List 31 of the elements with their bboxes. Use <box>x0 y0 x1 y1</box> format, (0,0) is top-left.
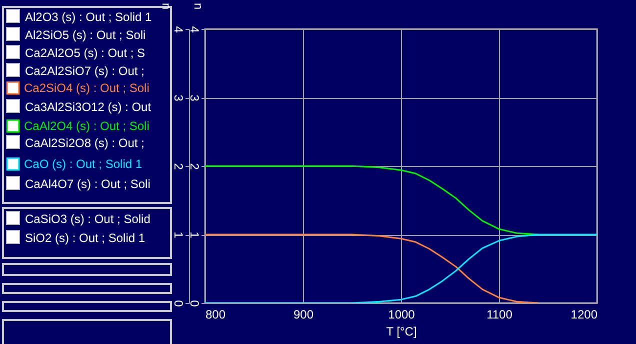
y-tick-label: 4 <box>172 26 186 34</box>
text: CaAl2Si2O8 (s) : Out ; <box>24 135 144 151</box>
y2-tick-label: 2 <box>188 163 202 170</box>
y-tick-label: 2 <box>172 163 186 170</box>
y2-tick-label: 4 <box>188 26 202 34</box>
text: CaSiO3 (s) : Out ; Solid <box>24 211 150 227</box>
legend-label: Ca2SiO4 (s) : Out ; Soli <box>24 81 150 95</box>
x-tick-label: 1000 <box>388 308 416 322</box>
text: Al2SiO5 (s) : Out ; Soli <box>24 27 146 43</box>
y-tick-label: 3 <box>172 94 186 102</box>
text: Al2O3 (s) : Out ; Solid 1 <box>24 9 152 25</box>
x-tick-label: 1200 <box>570 308 598 322</box>
legend-label: CaO (s) : Out ; Solid 1 <box>24 157 142 171</box>
y2-tick-label: 0 <box>188 300 202 308</box>
x-tick-label: 1100 <box>486 308 513 322</box>
x-tick-label: 800 <box>206 308 226 322</box>
y-tick-label: 1 <box>172 232 186 239</box>
y2-tick-label: 3 <box>188 94 202 102</box>
text: CaAl4O7 (s) : Out ; Soli <box>24 176 150 192</box>
text: SiO2 (s) : Out ; Solid 1 <box>24 230 146 246</box>
text: Ca2Al2SiO7 (s) : Out ; <box>24 63 144 79</box>
y-tick-label: 0 <box>172 300 186 308</box>
text: Ca2Al2O5 (s) : Out ; S <box>24 45 146 61</box>
y2-axis-title: n <box>192 2 206 10</box>
x-tick-label: 900 <box>293 308 314 322</box>
x-axis-title: T [°C] <box>386 324 417 338</box>
line-series <box>205 165 539 236</box>
y2-tick-label: 1 <box>188 232 202 239</box>
legend-label: CaAl2O4 (s) : Out ; Soli <box>24 119 150 133</box>
text: Ca3Al2Si3O12 (s) : Out <box>24 99 152 115</box>
y-axis-title: n <box>160 2 174 10</box>
